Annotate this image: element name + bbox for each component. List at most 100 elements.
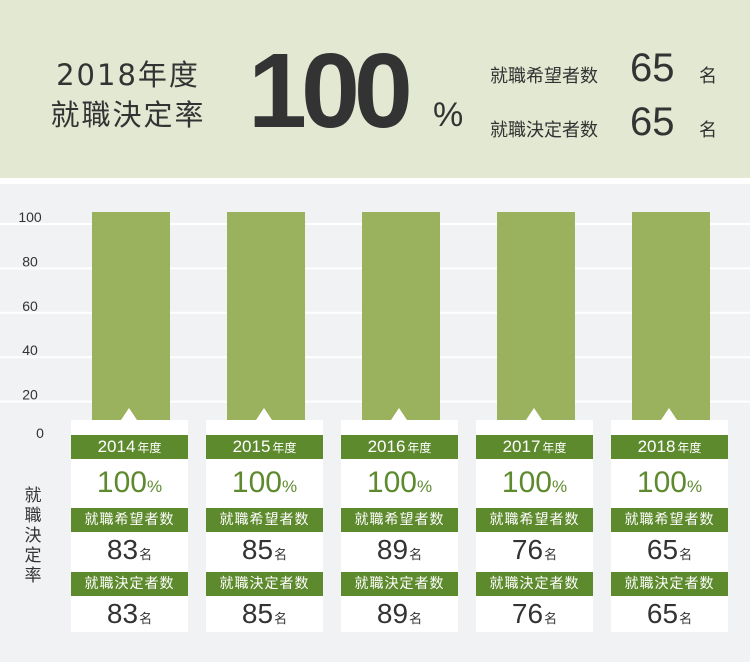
card-hired: 65名 — [611, 598, 728, 630]
card-hired-value: 65 — [646, 598, 679, 629]
card-applicants-label: 就職希望者数 — [611, 508, 728, 532]
card-year-unit: 年度 — [677, 441, 702, 455]
card-hired-unit: 名 — [409, 611, 423, 626]
card-hired: 89名 — [341, 598, 458, 630]
bar-2016 — [362, 212, 440, 421]
card-hired-label: 就職決定者数 — [611, 572, 728, 596]
card-pointer — [391, 408, 407, 420]
card-year-badge: 2018 年度 — [611, 435, 728, 459]
card-applicants-unit: 名 — [409, 547, 423, 562]
card-applicants: 65名 — [611, 534, 728, 566]
y-tick-label: 60 — [22, 298, 38, 314]
card-rate-unit: % — [551, 477, 568, 496]
bar-2018 — [632, 212, 710, 421]
summary-applicants-unit: 名 — [699, 66, 717, 87]
card-applicants-value: 85 — [241, 534, 274, 565]
summary-applicants-value: 65 — [630, 46, 675, 90]
summary-year: 2018年度 — [56, 58, 200, 92]
card-rate: 100% — [71, 466, 188, 500]
card-applicants-value: 83 — [106, 534, 139, 565]
y-tick-label: 40 — [22, 342, 38, 358]
card-applicants-unit: 名 — [544, 547, 558, 562]
card-rate-unit: % — [416, 477, 433, 496]
card-applicants-value: 76 — [511, 534, 544, 565]
card-rate-unit: % — [146, 477, 163, 496]
year-card: 2017 年度 100% 就職希望者数 76名 就職決定者数 76名 — [476, 408, 593, 632]
side-axis-label: 就職決定率 — [24, 486, 42, 586]
y-tick-label: 20 — [22, 387, 38, 403]
card-hired-unit: 名 — [544, 611, 558, 626]
card-applicants-value: 89 — [376, 534, 409, 565]
card-year-unit: 年度 — [542, 441, 567, 455]
y-tick-label: 100 — [18, 209, 42, 225]
card-pointer — [256, 408, 272, 420]
summary-header: 2018年度 就職決定率 100 % 就職希望者数 65 名 就職決定者数 65… — [0, 0, 750, 178]
card-hired-value: 85 — [241, 598, 274, 629]
y-tick-label: 0 — [36, 425, 44, 441]
card-rate-value: 100 — [366, 466, 417, 499]
card-year-unit: 年度 — [137, 441, 162, 455]
card-year: 2016 — [367, 437, 406, 456]
card-year-badge: 2017 年度 — [476, 435, 593, 459]
bar-2017 — [497, 212, 575, 421]
card-rate-unit: % — [686, 477, 703, 496]
card-year-badge: 2016 年度 — [341, 435, 458, 459]
year-card: 2018 年度 100% 就職希望者数 65名 就職決定者数 65名 — [611, 408, 728, 632]
card-applicants-unit: 名 — [679, 547, 693, 562]
card-rate-value: 100 — [636, 466, 687, 499]
card-year: 2015 — [232, 437, 271, 456]
card-hired-label: 就職決定者数 — [476, 572, 593, 596]
card-applicants-value: 65 — [646, 534, 679, 565]
card-hired-value: 83 — [106, 598, 139, 629]
card-hired-unit: 名 — [139, 611, 153, 626]
summary-hired-label: 就職決定者数 — [490, 120, 598, 141]
year-card: 2016 年度 100% 就職希望者数 89名 就職決定者数 89名 — [341, 408, 458, 632]
card-hired-label: 就職決定者数 — [341, 572, 458, 596]
card-rate-value: 100 — [501, 466, 552, 499]
card-rate-value: 100 — [96, 466, 147, 499]
card-applicants: 76名 — [476, 534, 593, 566]
card-hired-label: 就職決定者数 — [71, 572, 188, 596]
bar-2015 — [227, 212, 305, 421]
card-year-unit: 年度 — [407, 441, 432, 455]
summary-hired-unit: 名 — [699, 120, 717, 141]
card-hired: 85名 — [206, 598, 323, 630]
card-applicants-label: 就職希望者数 — [476, 508, 593, 532]
card-hired: 76名 — [476, 598, 593, 630]
card-year: 2018 — [637, 437, 676, 456]
card-hired-value: 76 — [511, 598, 544, 629]
card-year-badge: 2015 年度 — [206, 435, 323, 459]
card-applicants-label: 就職希望者数 — [71, 508, 188, 532]
card-applicants: 83名 — [71, 534, 188, 566]
card-hired-unit: 名 — [679, 611, 693, 626]
card-rate: 100% — [476, 466, 593, 500]
card-year: 2017 — [502, 437, 541, 456]
card-rate: 100% — [611, 466, 728, 500]
card-hired-value: 89 — [376, 598, 409, 629]
bar-2014 — [92, 212, 170, 421]
card-applicants: 89名 — [341, 534, 458, 566]
card-hired-unit: 名 — [274, 611, 288, 626]
y-tick-label: 80 — [22, 253, 38, 269]
summary-hired-value: 65 — [630, 100, 675, 144]
summary-rate-unit: % — [433, 96, 464, 134]
card-pointer — [121, 408, 137, 420]
summary-applicants-label: 就職希望者数 — [490, 66, 598, 87]
card-applicants: 85名 — [206, 534, 323, 566]
card-hired: 83名 — [71, 598, 188, 630]
card-hired-label: 就職決定者数 — [206, 572, 323, 596]
card-rate: 100% — [206, 466, 323, 500]
card-rate-unit: % — [281, 477, 298, 496]
card-applicants-unit: 名 — [274, 547, 288, 562]
card-year: 2014 — [97, 437, 136, 456]
summary-rate-label: 就職決定率 — [50, 98, 206, 132]
summary-rate-value: 100 — [248, 32, 413, 150]
card-pointer — [526, 408, 542, 420]
card-applicants-label: 就職希望者数 — [206, 508, 323, 532]
card-year-badge: 2014 年度 — [71, 435, 188, 459]
card-rate-value: 100 — [231, 466, 282, 499]
card-applicants-label: 就職希望者数 — [341, 508, 458, 532]
card-pointer — [661, 408, 677, 420]
card-year-unit: 年度 — [272, 441, 297, 455]
year-card: 2014 年度 100% 就職希望者数 83名 就職決定者数 83名 — [71, 408, 188, 632]
